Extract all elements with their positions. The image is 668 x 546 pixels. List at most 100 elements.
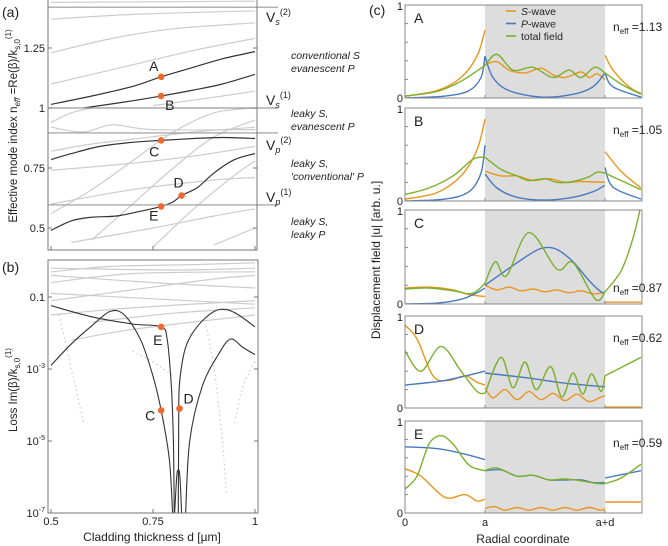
subplot-frame — [404, 209, 643, 305]
ylabel-sub: eff — [13, 97, 22, 107]
total-curve — [405, 434, 486, 490]
neff-value-label: neff =1.05 — [613, 123, 662, 139]
panel-a-plot-area — [50, 0, 256, 248]
neff-value: =0.87 — [628, 281, 662, 295]
subplot-frame — [404, 315, 643, 409]
p-wave-curve — [604, 167, 642, 200]
region-label: leaky S, — [291, 216, 328, 228]
velocity-label-sub: p — [274, 145, 280, 155]
total-curve — [405, 156, 486, 196]
total-curve — [484, 356, 606, 398]
y-tick-label-1: 1 — [397, 312, 403, 324]
y-tick-label: 0.75 — [24, 163, 45, 175]
highlighted-mode-curve — [185, 338, 256, 513]
y-tick-label-0: 0 — [397, 93, 403, 105]
neff-value: =1.05 — [628, 123, 662, 137]
highlighted-mode-curve — [177, 308, 256, 513]
legend-entry: P-wave — [521, 19, 556, 31]
y-tick-label: 0.5 — [30, 223, 45, 235]
mode-point-label: B — [165, 97, 174, 113]
highlighted-mode-curve — [50, 309, 174, 513]
mode-point-C — [157, 407, 165, 414]
other-mode-curve — [91, 307, 256, 323]
mode-point-C — [157, 137, 165, 144]
other-mode-curve — [50, 124, 256, 133]
velocity-label-base: V — [266, 137, 276, 153]
y-tick-label-0: 0 — [397, 508, 403, 520]
velocity-label-base: V — [266, 92, 276, 108]
panel-label-b: (b) — [2, 259, 19, 275]
p-wave-curve — [405, 145, 486, 201]
neff-sub: eff — [620, 443, 630, 452]
y-tick-label-0: 0 — [397, 196, 403, 208]
other-mode-curve — [50, 22, 256, 54]
subplot-label: C — [414, 215, 424, 231]
x-tick-label: 0 — [402, 517, 408, 529]
velocity-label-base: V — [266, 9, 276, 25]
neff-value-label: neff =0.62 — [613, 331, 662, 347]
s-wave-curve — [604, 151, 642, 189]
mode-point-E — [157, 203, 165, 210]
neff-base: n — [613, 281, 620, 295]
subplot-frame — [404, 107, 643, 202]
ylabel-sup: (1) — [4, 348, 13, 358]
legend-entry: S-wave — [521, 6, 556, 18]
s-wave-curve — [484, 505, 606, 511]
subplot-frame — [404, 4, 643, 99]
y-tick-label-0: 0 — [397, 299, 403, 311]
total-curve — [484, 156, 606, 184]
cladding-shaded-region — [485, 108, 605, 201]
dotted-mode-curve — [205, 325, 227, 496]
p-wave-curve — [484, 55, 606, 98]
s-wave-curve — [405, 324, 486, 386]
dotted-mode-curve — [234, 361, 256, 424]
x-tick-label: a — [482, 517, 489, 529]
velocity-label-sub: s — [275, 17, 280, 27]
subplot-label: A — [414, 10, 424, 26]
region-label: leaky S, — [291, 108, 328, 120]
panel-b-frame — [47, 259, 259, 514]
legend-label: -wave — [528, 6, 556, 18]
other-mode-curve — [50, 107, 92, 123]
velocity-label-sub: s — [275, 100, 280, 110]
dotted-mode-curve — [132, 350, 174, 377]
other-mode-curve — [50, 37, 256, 85]
other-mode-curve — [50, 274, 256, 302]
mode-point-label: D — [174, 175, 184, 191]
highlighted-mode-curve — [50, 153, 256, 231]
neff-value: =0.62 — [628, 331, 662, 345]
p-wave-curve — [405, 446, 486, 461]
neff-value-label: neff =1.13 — [613, 20, 662, 36]
cladding-shaded-region — [485, 210, 605, 304]
total-curve — [484, 467, 606, 485]
panel-a-mode-index-chart: Vs(2)Vs(1)Vp(2)Vp(1)1.2510.750.5Effectiv… — [4, 0, 364, 251]
panel-label-a: (a) — [2, 4, 19, 20]
total-curve — [604, 172, 642, 191]
subplot-plot-area — [405, 434, 642, 511]
tick-base: 10 — [27, 436, 39, 448]
other-mode-curve — [152, 160, 256, 248]
s-wave-curve — [405, 29, 486, 97]
highlighted-mode-curve — [83, 73, 256, 109]
y-tick-label-1: 1 — [397, 104, 403, 116]
highlighted-mode-curve — [50, 136, 256, 161]
legend-label: -wave — [528, 19, 556, 31]
total-curve — [405, 282, 486, 295]
other-mode-curve — [50, 271, 256, 284]
velocity-label: Vs(2) — [266, 7, 291, 27]
s-wave-curve — [604, 54, 642, 94]
y-tick-label: 10-3 — [27, 363, 46, 376]
y-tick-label: 0.1 — [30, 292, 45, 304]
p-wave-curve — [484, 372, 606, 388]
other-mode-curve — [50, 177, 256, 205]
p-wave-curve — [484, 246, 606, 294]
y-tick-label: 1.25 — [24, 43, 45, 55]
other-mode-curve — [50, 274, 256, 289]
velocity-label-sup: (2) — [280, 7, 291, 17]
total-curve — [604, 72, 642, 95]
p-wave-curve — [405, 370, 486, 386]
